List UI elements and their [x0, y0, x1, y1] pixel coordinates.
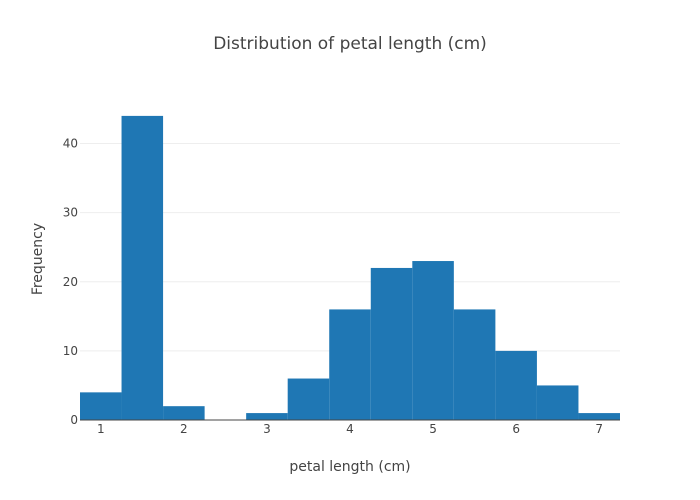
y-axis-ticks: 0 10 20 30 40	[63, 137, 78, 427]
histogram-bar	[329, 309, 371, 420]
histogram-bar	[453, 309, 496, 420]
y-axis-title: Frequency	[30, 223, 46, 295]
histogram-bar	[370, 267, 413, 420]
x-tick-label: 5	[429, 422, 437, 436]
chart-title: Distribution of petal length (cm)	[213, 34, 487, 54]
x-tick-label: 3	[263, 422, 271, 436]
x-tick-label: 1	[97, 422, 105, 436]
histogram-bar	[163, 406, 205, 420]
x-axis-ticks: 1 2 3 4 5 6 7	[97, 422, 603, 436]
histogram-bar	[287, 378, 330, 420]
y-tick-label: 30	[63, 206, 78, 220]
x-tick-label: 7	[595, 422, 603, 436]
x-tick-label: 2	[180, 422, 188, 436]
y-tick-label: 20	[63, 275, 78, 289]
x-tick-label: 4	[346, 422, 354, 436]
histogram-bar	[495, 350, 537, 420]
y-tick-label: 10	[63, 344, 78, 358]
histogram-bar	[536, 385, 579, 420]
histogram-bar	[121, 115, 164, 420]
x-axis-title: petal length (cm)	[289, 459, 410, 475]
histogram-bar	[412, 261, 454, 420]
histogram-bar	[80, 392, 122, 420]
histogram-bars	[80, 115, 620, 421]
histogram-bar	[246, 413, 288, 420]
y-tick-label: 0	[70, 413, 78, 427]
y-tick-label: 40	[63, 137, 78, 151]
x-tick-label: 6	[512, 422, 520, 436]
histogram-bar	[578, 413, 620, 420]
